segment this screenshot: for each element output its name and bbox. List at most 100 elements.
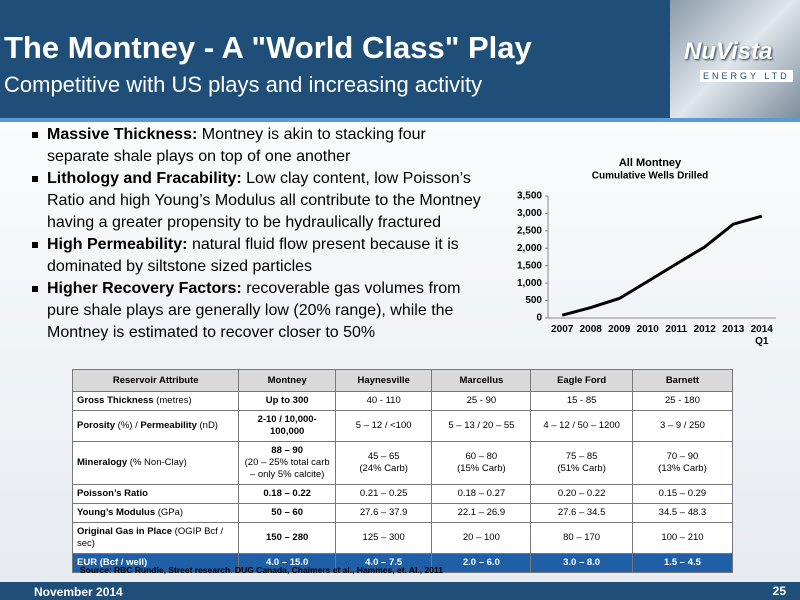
cell-line: 5 – 12 / <100	[355, 420, 412, 431]
row-label-part: (GPa)	[155, 507, 184, 518]
column-header: Reservoir Attribute	[71, 369, 240, 392]
cell-line: 34.5 – 48.3	[658, 507, 707, 518]
cell-line: 0.18 – 0.22	[263, 488, 311, 499]
bullet-heading: High Permeability:	[47, 236, 188, 253]
page-number: 25	[772, 584, 786, 598]
table-cell: 150 – 280	[238, 522, 336, 554]
table-row: Young’s Modulus (GPa) 50 – 60 27.6 – 37.9 2…	[71, 503, 734, 523]
cell-line: 1.5 – 4.5	[663, 557, 701, 568]
table-row: Poisson’s Ratio 0.18 – 0.22 0.21 – 0.25 0.1…	[71, 484, 734, 504]
y-tick-label: 2,500	[517, 225, 542, 236]
table-cell: 5 – 12 / <100	[334, 410, 433, 442]
table: Reservoir Attribute Montney Haynesville Mar…	[71, 369, 734, 573]
y-tick-label: 500	[525, 295, 542, 306]
bullet-text: recoverable gas volumes from pure shale …	[47, 280, 461, 341]
table-cell: 4 – 12 / 50 – 1200	[530, 410, 633, 442]
logo-name: NuVista	[684, 38, 773, 65]
x-tick-label: 2010	[636, 324, 659, 335]
chart-svg: All Montney Cumulative Wells Drilled 0 50…	[517, 157, 776, 324]
cell-line: 80 – 170	[563, 532, 601, 543]
row-label: Porosity (%) / Permeability (nD)	[71, 410, 240, 442]
table-cell: Up to 300	[238, 391, 336, 411]
table-cell: 2-10 / 10,000-100,000	[238, 410, 336, 442]
title: The Montney - A "World Class" Play	[4, 30, 532, 65]
cell-line: 0.18 – 0.27	[457, 488, 506, 499]
cell-line: 5 – 13 / 20 – 55	[448, 420, 515, 431]
cell-line: (20 – 25% total carb – only 5% calcite)	[244, 457, 330, 480]
table-cell: 3 – 9 / 250	[631, 410, 734, 442]
table-row: Original Gas in Place (OGIP Bcf / sec) 15…	[71, 522, 734, 554]
row-label-part: (OGIP Bcf / sec)	[77, 526, 224, 549]
table-cell: 45 – 65 (24% Carb)	[334, 441, 433, 485]
logo-tagline: ENERGY LTD	[700, 70, 793, 82]
cell-line: 125 – 300	[362, 532, 405, 543]
bullet-list: Massive Thickness: Montney is akin to st…	[30, 124, 492, 344]
source: Source: RBC Rundle, Street research. DUG…	[80, 565, 443, 575]
cell-line: (15% Carb)	[457, 463, 506, 474]
table-cell: 0.21 – 0.25	[334, 484, 433, 504]
x-tick-label: 2012	[693, 324, 716, 335]
chart-title: All Montney	[619, 157, 682, 169]
table-cell: 4.0 – 7.5	[334, 553, 433, 573]
cell-line: 4 – 12 / 50 – 1200	[543, 420, 620, 431]
column-header: Haynesville	[334, 369, 433, 392]
cell-line: (24% Carb)	[359, 463, 408, 474]
table-cell: 0.20 – 0.22	[530, 484, 633, 504]
table-cell: 70 – 90 (13% Carb)	[631, 441, 734, 485]
bullet: Higher Recovery Factors: recoverable gas…	[30, 278, 492, 344]
x-tick-label: 2008	[579, 324, 602, 335]
cell-line: 2.0 – 6.0	[462, 557, 500, 568]
row-label-part: (nD)	[196, 420, 218, 431]
row-label-part: Mineralogy	[77, 457, 128, 468]
row-label-part: (%) /	[115, 420, 141, 431]
line	[561, 214, 763, 317]
table-cell: 34.5 – 48.3	[631, 503, 734, 523]
row-label-part: Poisson’s Ratio	[77, 488, 148, 499]
row-label: Gross Thickness (metres)	[71, 391, 240, 411]
row-label: Original Gas in Place (OGIP Bcf / sec)	[71, 522, 240, 554]
cell-line: 15 - 85	[566, 395, 597, 406]
y-tick-label: 3,000	[517, 208, 542, 219]
cell-line: 4.0 – 15.0	[266, 557, 309, 568]
x-tick-label: 2014 Q1	[750, 324, 773, 347]
bullet-text: Montney is akin to stacking four separat…	[47, 126, 426, 165]
table-cell: 60 – 80 (15% Carb)	[431, 441, 532, 485]
cell-line: 25 - 90	[466, 395, 497, 406]
cell-line: 4.0 – 7.5	[365, 557, 403, 568]
column-header: Marcellus	[431, 369, 532, 392]
table-cell: 80 – 170	[530, 522, 633, 554]
header-row: Reservoir Attribute Montney Haynesville Mar…	[71, 369, 734, 392]
column-header: Eagle Ford	[530, 369, 633, 392]
column-header: Montney	[238, 369, 336, 392]
cell-line: 75 – 85	[565, 451, 598, 462]
cell-line: 70 – 90	[666, 451, 699, 462]
cell-line: 0.15 – 0.29	[658, 488, 707, 499]
bullet-heading: Massive Thickness:	[47, 126, 198, 143]
table-cell: 75 – 85 (51% Carb)	[530, 441, 633, 485]
x-tick-label: 2009	[608, 324, 631, 335]
table-cell: 50 – 60	[238, 503, 336, 523]
row-label-part: Porosity	[77, 420, 116, 431]
table-row: Porosity (%) / Permeability (nD) 2-10 / 1…	[71, 410, 734, 442]
row-label-part: (% Non-Clay)	[127, 457, 187, 468]
cell-line: 0.20 – 0.22	[557, 488, 606, 499]
table-cell: 22.1 – 26.9	[431, 503, 532, 523]
footer: November 2014 25	[0, 582, 800, 600]
bullet-heading: Higher Recovery Factors:	[47, 280, 242, 297]
footer-date: November 2014	[34, 585, 123, 599]
row-label: EUR (Bcf / well)	[71, 553, 240, 573]
cell-line: 3 – 9 / 250	[660, 420, 705, 431]
cell-line: 0.21 – 0.25	[359, 488, 408, 499]
y-tick-label: 1,000	[517, 278, 542, 289]
subtitle: Competitive with US plays and increasing…	[4, 72, 483, 97]
row-label: Mineralogy (% Non-Clay)	[71, 441, 240, 485]
cell-line: (13% Carb)	[658, 463, 707, 474]
row-label: Poisson’s Ratio	[71, 484, 240, 504]
table-cell: 125 – 300	[334, 522, 433, 554]
header: The Montney - A "World Class" Play Compe…	[0, 0, 670, 118]
table-cell: 2.0 – 6.0	[431, 553, 532, 573]
cell-line: 2-10 / 10,000-100,000	[257, 414, 317, 437]
table-cell: 25 - 90	[431, 391, 532, 411]
cell-line: 25 - 180	[665, 395, 700, 406]
